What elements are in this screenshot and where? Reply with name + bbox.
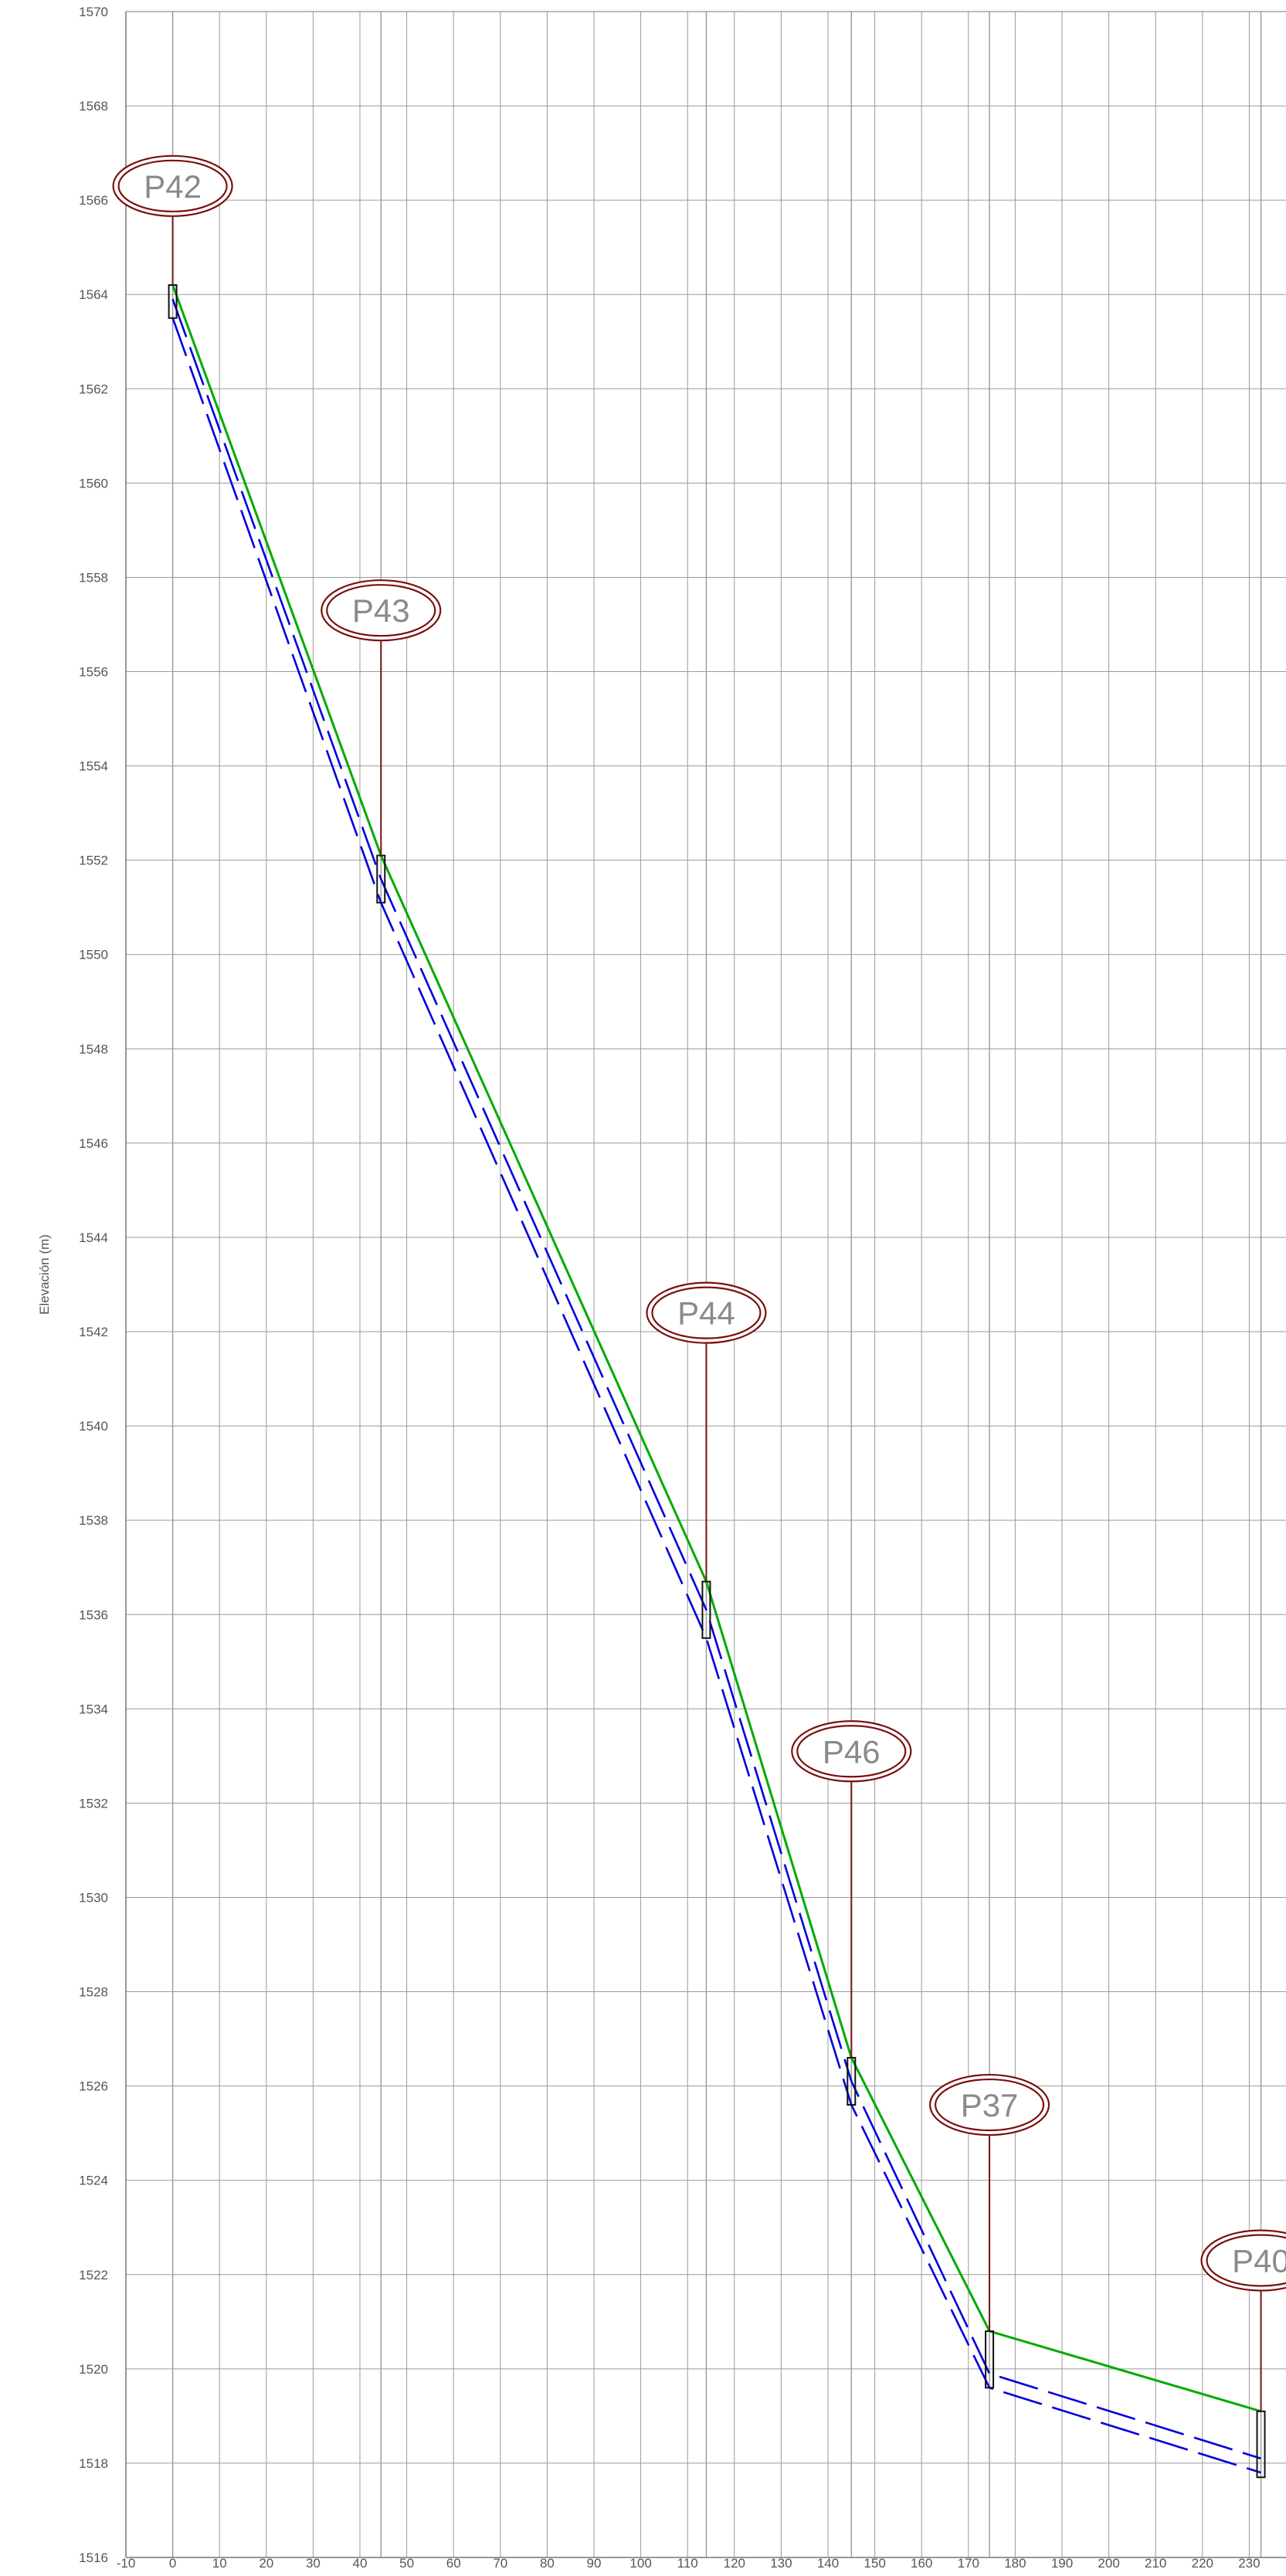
manhole-label-inner-ring [651, 1286, 762, 1339]
x-tick-label: 90 [587, 2556, 602, 2571]
axes: 1516 1518 1520 1522 1524 1526 1528 1530 1532 1534… [79, 5, 1286, 2571]
y-tick-label: 1566 [79, 193, 108, 208]
manhole-label: P44 [677, 1295, 735, 1332]
manhole-label-inner-ring [326, 584, 436, 637]
y-tick-label: 1546 [79, 1136, 108, 1151]
x-tick-label: 30 [306, 2556, 321, 2571]
manhole-label-inner-ring [796, 1725, 907, 1778]
y-tick-label: 1570 [79, 5, 108, 19]
manhole-label-outer-ring [646, 1281, 767, 1344]
x-tick-label: 110 [677, 2556, 698, 2571]
manhole-label-outer-ring [321, 579, 442, 642]
x-tick-label: 130 [770, 2556, 792, 2571]
y-tick-label: 1528 [79, 1985, 108, 2000]
x-tick-label: 50 [399, 2556, 414, 2571]
manhole-label-inner-ring [934, 2078, 1045, 2132]
x-tick-label: 160 [911, 2556, 932, 2571]
manhole-label-outer-ring [791, 1720, 912, 1783]
y-tick-label: 1544 [79, 1230, 108, 1245]
x-tick-label: 150 [864, 2556, 885, 2571]
y-tick-label: 1522 [79, 2268, 108, 2282]
y-tick-label: 1568 [79, 99, 108, 114]
y-tick-label: 1558 [79, 570, 108, 585]
y-tick-label: 1518 [79, 2456, 108, 2471]
y-tick-label: 1540 [79, 1419, 108, 1434]
y-tick-label: 1532 [79, 1796, 108, 1811]
manhole-label: P43 [352, 592, 410, 629]
y-tick-label: 1536 [79, 1607, 108, 1622]
manhole-label: P37 [961, 2087, 1019, 2123]
y-tick-label: 1516 [79, 2551, 108, 2565]
manhole-label: P46 [823, 1733, 881, 1770]
manhole-label-outer-ring [928, 2073, 1050, 2136]
x-tick-label: -10 [117, 2556, 136, 2571]
x-tick-label: 230 [1238, 2556, 1260, 2571]
y-tick-label: 1542 [79, 1325, 108, 1339]
x-tick-label: 210 [1145, 2556, 1166, 2571]
x-tick-label: 140 [817, 2556, 839, 2571]
x-tick-label: 10 [212, 2556, 227, 2571]
manhole-label: P40 [1232, 2242, 1286, 2279]
x-tick-label: 80 [540, 2556, 555, 2571]
manhole-label-outer-ring [112, 154, 233, 217]
x-tick-label: 220 [1192, 2556, 1213, 2571]
y-tick-label: 1530 [79, 1890, 108, 1905]
x-tick-label: 20 [259, 2556, 273, 2571]
y-tick-label: 1560 [79, 476, 108, 490]
ground-line [171, 284, 1261, 2413]
manhole-label-outer-ring [1200, 2229, 1286, 2292]
x-tick-label: 40 [353, 2556, 368, 2571]
y-tick-label: 1548 [79, 1042, 108, 1057]
manhole-label-inner-ring [117, 159, 228, 212]
y-tick-label: 1526 [79, 2079, 108, 2094]
x-tick-label: 180 [1004, 2556, 1026, 2571]
y-tick-label: 1554 [79, 759, 108, 774]
y-tick-label: 1520 [79, 2362, 108, 2377]
x-tick-label: 100 [629, 2556, 651, 2571]
y-tick-label: 1538 [79, 1513, 108, 1528]
x-tick-label: 60 [446, 2556, 461, 2571]
x-tick-label: 0 [169, 2556, 176, 2571]
x-tick-label: 200 [1098, 2556, 1119, 2571]
y-tick-label: 1562 [79, 382, 108, 396]
manholes: P42 P43 P44 P46 P37 P40 [112, 154, 1286, 2479]
x-tick-label: 170 [958, 2556, 979, 2571]
y-tick-label: 1556 [79, 665, 108, 680]
y-tick-label: 1564 [79, 287, 108, 302]
x-tick-label: 70 [493, 2556, 507, 2571]
pipe-crown-line [171, 298, 1261, 2460]
y-axis-label: Elevación (m) [37, 1234, 52, 1315]
y-tick-label: 1534 [79, 1702, 108, 1716]
manhole-label-inner-ring [1206, 2234, 1286, 2287]
manhole-label: P42 [144, 168, 202, 205]
x-tick-label: 120 [724, 2556, 745, 2571]
y-tick-label: 1524 [79, 2174, 108, 2188]
y-tick-label: 1552 [79, 854, 108, 868]
x-tick-label: 190 [1051, 2556, 1073, 2571]
y-tick-label: 1550 [79, 948, 108, 962]
series [171, 284, 1261, 2474]
pipe-invert-line [171, 317, 1261, 2474]
